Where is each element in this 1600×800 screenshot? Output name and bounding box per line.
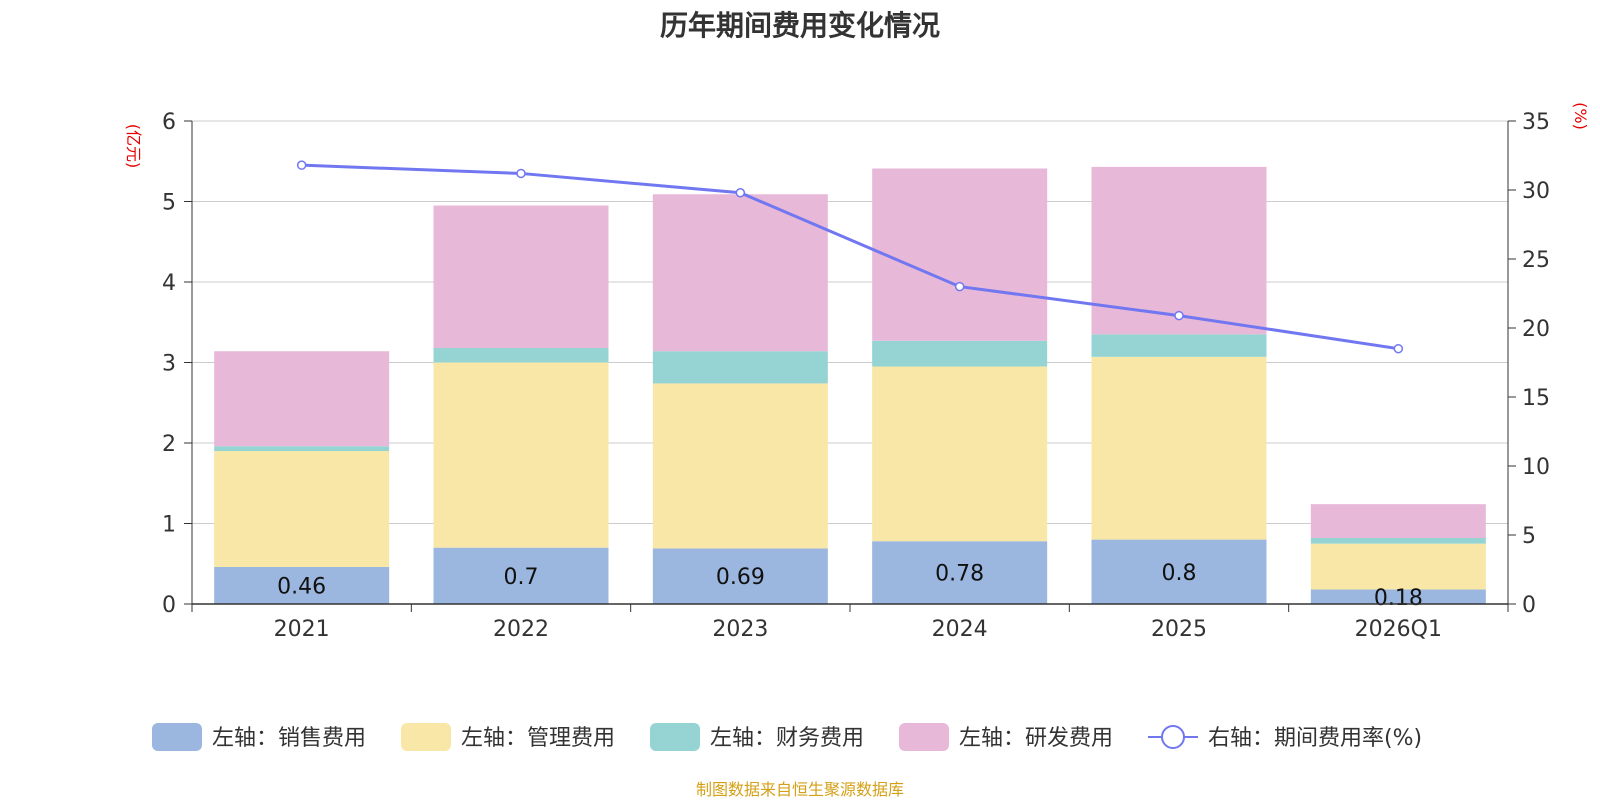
- bar-segment: [214, 351, 390, 447]
- bar-data-label: 0.7: [504, 565, 539, 590]
- right-axis-tick-label: 20: [1522, 317, 1550, 342]
- bar-segment: [1310, 589, 1486, 604]
- left-axis-tick-label: 2: [162, 432, 176, 457]
- bar-segment: [1091, 356, 1267, 540]
- x-axis-tick-label: 2024: [932, 617, 988, 642]
- x-axis-tick-label: 2021: [274, 617, 330, 642]
- x-axis-tick-label: 2025: [1151, 617, 1207, 642]
- source-note: 制图数据来自恒生聚源数据库: [695, 780, 904, 799]
- bar-data-label: 0.18: [1374, 586, 1423, 611]
- bar-data-labels: 0.46 0.7 0.69 0.78 0.8 0.18: [277, 561, 1423, 611]
- line-point: [1174, 310, 1184, 321]
- right-axis-tick-label: 30: [1522, 179, 1550, 204]
- legend-label: 右轴：期间费用率(%): [1208, 726, 1422, 751]
- chart-title: 历年期间费用变化情况: [659, 9, 940, 42]
- bar-segment: [872, 168, 1048, 341]
- left-axis-tick-label: 0: [162, 593, 176, 618]
- legend-label: 左轴：研发费用: [959, 726, 1113, 751]
- line-path: [301, 163, 1399, 351]
- bar-segment: [652, 194, 828, 352]
- legend-marker: [1161, 725, 1185, 749]
- bar-segment: [652, 548, 828, 604]
- left-axis-unit-label: (亿元): [124, 124, 143, 169]
- right-axis-tick-label: 5: [1522, 524, 1536, 549]
- bar-segment: [1091, 539, 1267, 604]
- legend-swatch: [899, 723, 949, 751]
- bar-segment: [214, 446, 390, 452]
- x-axis-tick-label: 2026Q1: [1355, 617, 1442, 642]
- bar-segment: [1091, 334, 1267, 357]
- bar-segment: [872, 340, 1048, 367]
- line-point: [296, 160, 307, 170]
- bar-segment: [433, 362, 609, 548]
- legend-swatch: [401, 723, 451, 751]
- bar-segment: [872, 541, 1048, 604]
- grid-lines: [192, 120, 1508, 524]
- legend-label: 左轴：销售费用: [212, 726, 366, 751]
- right-axis-tick-label: 10: [1522, 455, 1550, 480]
- bar-data-label: 0.69: [716, 565, 765, 590]
- bar-segment: [1310, 543, 1486, 590]
- left-axis-tick-label: 4: [162, 271, 176, 296]
- left-axis-tick-label: 3: [162, 352, 176, 377]
- bar-segment: [652, 351, 828, 384]
- right-axis-tick-label: 25: [1522, 248, 1550, 273]
- line-series: [296, 160, 1404, 354]
- line-point: [1393, 343, 1404, 354]
- line-point: [954, 281, 965, 292]
- bar-segment: [214, 566, 390, 604]
- left-axis-tick-label: 6: [162, 110, 176, 135]
- line-point: [516, 168, 526, 179]
- bar-segment: [1310, 537, 1486, 544]
- legend-label: 左轴：管理费用: [461, 726, 615, 751]
- bar-series: [214, 166, 1486, 604]
- x-axis-tick-label: 2023: [712, 617, 768, 642]
- left-axis-tick-label: 5: [162, 191, 176, 216]
- bar-segment: [433, 205, 609, 349]
- legend-swatch: [650, 723, 700, 751]
- chart-canvas: 0.46 0.7 0.69 0.78 0.80.18 01234560510152025…: [124, 102, 1590, 751]
- x-axis-tick-label: 2022: [493, 617, 549, 642]
- right-axis-tick-label: 15: [1522, 386, 1550, 411]
- bar-data-label: 0.8: [1162, 561, 1197, 586]
- bar-data-label: 0.78: [935, 562, 984, 587]
- bar-segment: [1310, 504, 1486, 538]
- right-axis-unit-label: (%): [1571, 102, 1590, 130]
- right-axis-tick-label: 35: [1522, 110, 1550, 135]
- right-axis-tick-label: 0: [1522, 593, 1536, 618]
- bar-segment: [872, 366, 1048, 542]
- legend-label: 左轴：财务费用: [710, 726, 864, 751]
- bar-segment: [433, 348, 609, 363]
- bar-segment: [652, 383, 828, 549]
- legend: 左轴：销售费用 左轴：管理费用 左轴：财务费用 左轴：研发费用 右轴：期间费用率(%): [152, 723, 1422, 751]
- bar-data-label: 0.46: [277, 574, 326, 599]
- bar-segment: [433, 547, 609, 604]
- line-point: [735, 188, 746, 198]
- bar-segment: [1091, 166, 1267, 335]
- left-axis-tick-label: 1: [162, 513, 176, 538]
- legend-swatch: [152, 723, 202, 751]
- bar-segment: [214, 451, 390, 567]
